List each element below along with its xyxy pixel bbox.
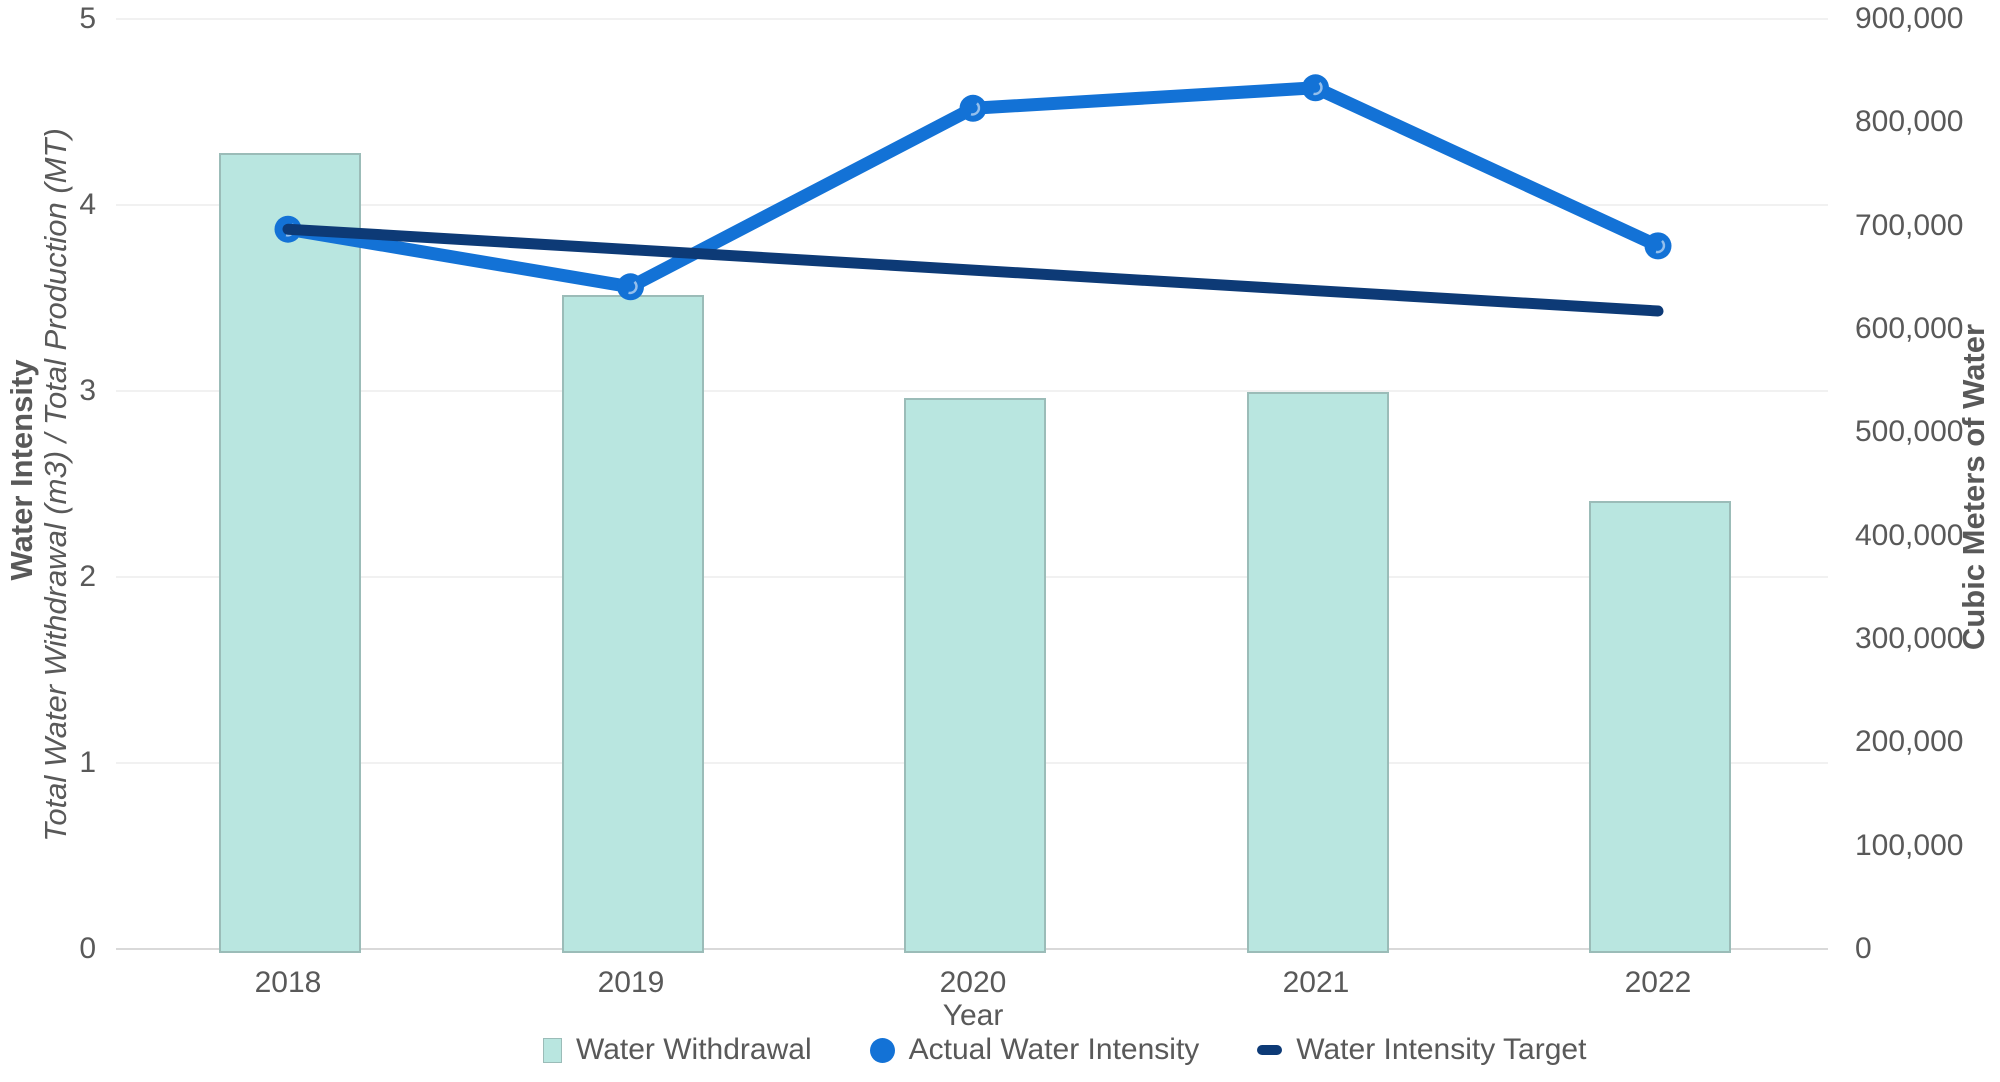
legend-item-water-intensity-target: Water Intensity Target (1257, 1033, 1586, 1067)
marker-2021 (1302, 74, 1329, 102)
legend-item-actual-water-intensity: Actual Water Intensity (869, 1033, 1200, 1067)
bar-2020 (904, 398, 1046, 953)
bar-2018 (219, 153, 361, 953)
left-tick-2: 2 (79, 560, 96, 593)
legend-bar-swatch-icon (543, 1037, 562, 1063)
marker-highlight (1313, 81, 1323, 96)
line-water-intensity-target (282, 223, 1664, 317)
left-tick-4: 4 (79, 188, 96, 221)
legend-dash-swatch-icon (1257, 1045, 1283, 1055)
marker-highlight (1655, 240, 1666, 254)
legend: Water Withdrawal Actual Water Intensity Wa… (543, 1032, 1586, 1068)
right-tick-800000: 800,000 (1855, 105, 1964, 138)
x-tick-2021: 2021 (1282, 966, 1350, 999)
left-tick-5: 5 (79, 2, 96, 35)
left-tick-3: 3 (79, 374, 96, 407)
x-tick-2019: 2019 (597, 966, 665, 999)
legend-label: Water Intensity Target (1296, 1033, 1587, 1066)
legend-label: Actual Water Intensity (908, 1033, 1200, 1066)
left-tick-0: 0 (79, 932, 96, 965)
right-tick-200000: 200,000 (1855, 725, 1964, 758)
gridline (116, 18, 1828, 20)
left-tick-1: 1 (79, 746, 96, 779)
gridline (116, 204, 1828, 206)
right-tick-700000: 700,000 (1855, 209, 1964, 242)
marker-2022 (1644, 232, 1672, 260)
legend-dot-swatch-icon (869, 1037, 895, 1063)
bar-2021 (1247, 392, 1389, 953)
legend-item-water-withdrawal: Water Withdrawal (543, 1033, 812, 1067)
legend-label: Water Withdrawal (576, 1033, 812, 1066)
marker-highlight (628, 280, 638, 295)
x-axis-title: Year (942, 999, 1004, 1032)
x-tick-2022: 2022 (1624, 966, 1692, 999)
right-tick-400000: 400,000 (1855, 519, 1964, 552)
bar-2022 (1589, 501, 1731, 953)
right-tick-100000: 100,000 (1855, 829, 1964, 862)
right-tick-0: 0 (1855, 932, 1872, 965)
x-tick-2020: 2020 (939, 966, 1007, 999)
right-tick-600000: 600,000 (1855, 312, 1964, 345)
right-tick-300000: 300,000 (1855, 622, 1964, 655)
x-tick-2018: 2018 (254, 966, 322, 999)
right-tick-900000: 900,000 (1855, 2, 1964, 35)
bar-2019 (562, 295, 704, 953)
marker-2020 (959, 94, 987, 122)
gridline (116, 390, 1828, 392)
marker-2019 (617, 273, 644, 301)
right-tick-500000: 500,000 (1855, 415, 1964, 448)
marker-highlight (970, 102, 981, 116)
